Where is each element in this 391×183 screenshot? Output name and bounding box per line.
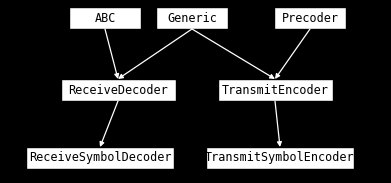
Text: Precoder: Precoder bbox=[282, 12, 339, 25]
Text: TransmitSymbolEncoder: TransmitSymbolEncoder bbox=[205, 152, 355, 165]
FancyBboxPatch shape bbox=[206, 147, 354, 169]
FancyBboxPatch shape bbox=[274, 7, 346, 29]
FancyBboxPatch shape bbox=[69, 7, 141, 29]
FancyBboxPatch shape bbox=[156, 7, 228, 29]
FancyBboxPatch shape bbox=[26, 147, 174, 169]
Text: Generic: Generic bbox=[167, 12, 217, 25]
Text: ReceiveSymbolDecoder: ReceiveSymbolDecoder bbox=[29, 152, 171, 165]
FancyBboxPatch shape bbox=[217, 79, 332, 101]
Text: ABC: ABC bbox=[94, 12, 116, 25]
Text: TransmitEncoder: TransmitEncoder bbox=[222, 83, 328, 96]
FancyBboxPatch shape bbox=[61, 79, 176, 101]
Text: ReceiveDecoder: ReceiveDecoder bbox=[68, 83, 168, 96]
